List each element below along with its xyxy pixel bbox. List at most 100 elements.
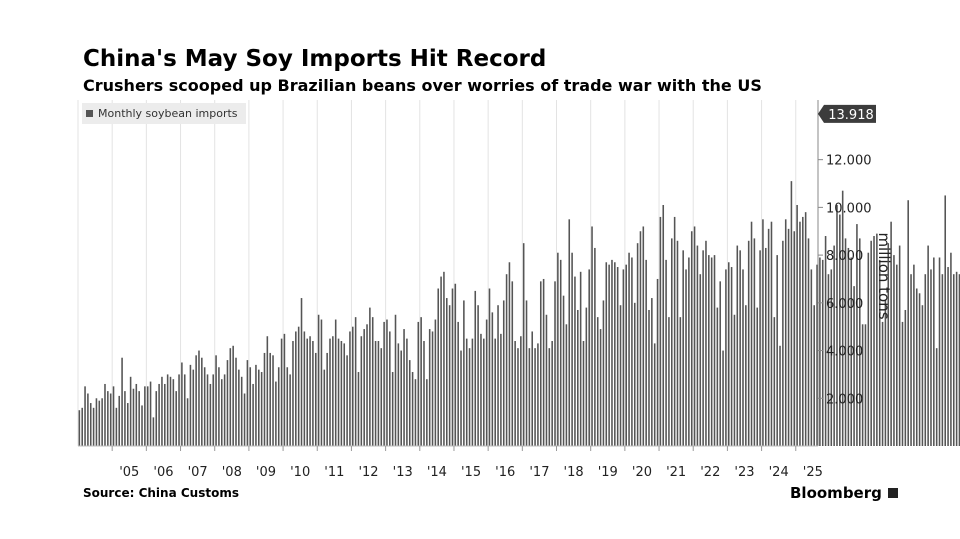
bar [101,398,103,446]
bar [497,305,499,446]
bar [930,269,932,446]
bar [164,383,166,446]
x-tick-label: '17 [529,465,549,480]
bar [947,267,949,446]
bar [309,336,311,446]
bar [189,364,192,446]
bar [152,417,155,446]
bar [662,204,665,446]
bar [243,393,246,446]
bar [437,288,440,446]
bar [537,343,539,446]
bar [784,219,787,446]
bar [702,250,704,446]
bar [277,367,280,446]
bar [323,369,326,446]
bar [320,319,323,446]
bar [129,376,132,446]
bar [901,321,904,446]
bar [81,407,83,446]
bar [229,348,232,446]
x-tick-label: '19 [598,465,618,480]
bar [104,383,106,446]
bar [745,305,747,446]
chart-title: China's May Soy Imports Hit Record [83,46,547,72]
bar [124,391,126,446]
bar [118,395,121,446]
bar [454,283,457,446]
x-tick-label: '23 [734,465,754,480]
bar [201,357,203,446]
bar [693,226,696,446]
bar [406,338,408,446]
bar [514,341,516,446]
bar [391,372,394,446]
bar [767,228,770,446]
bar [542,278,545,446]
bar [423,341,425,446]
bar [166,374,169,446]
bar [907,200,909,446]
x-tick-label: '18 [564,465,584,480]
bar [927,245,929,446]
bar [195,355,197,446]
x-tick-label: '22 [700,465,720,480]
bar [819,257,821,446]
bar [608,264,610,446]
x-tick-label: '12 [358,465,378,480]
bar [898,245,901,446]
bar [676,240,679,446]
bar [782,240,784,446]
bar [813,305,815,446]
bar [844,238,847,446]
bar [673,216,676,446]
bar [665,259,667,446]
bar [841,190,844,446]
bar [807,238,810,446]
callout-box [818,104,876,123]
bar [639,231,642,446]
bar [688,257,690,446]
bar [249,367,252,446]
bar [830,269,833,446]
bar [759,250,761,446]
bar [183,374,186,446]
x-tick-label: '14 [427,465,447,480]
bar [896,264,898,446]
x-tick-label: '13 [393,465,413,480]
bar [500,333,502,446]
bar [340,341,343,446]
bar [334,319,337,446]
bar [181,362,183,446]
bar [727,262,730,446]
bar [292,341,294,446]
x-tick-label: '21 [666,465,686,480]
x-tick-label: '15 [461,465,481,480]
bar [220,379,223,446]
bar [816,264,818,446]
bar [272,355,274,446]
bar [839,214,841,446]
brand-name: Bloomberg [790,484,882,502]
bar [534,348,536,446]
bar [742,269,744,446]
bar [255,364,257,446]
bar [403,329,405,446]
bar [625,264,627,446]
bar [414,379,417,446]
bar [511,281,514,446]
bar [520,336,522,446]
bar [306,338,308,446]
bar [238,369,240,446]
bar [209,383,212,446]
bar [952,274,955,446]
bar [616,267,619,446]
bar [332,336,334,446]
bar [107,391,109,446]
bar [366,324,368,446]
bar [426,379,428,446]
bar [679,317,682,446]
y-tick-label: 4.000 [826,345,863,360]
y-tick-label: 2.000 [826,392,863,407]
